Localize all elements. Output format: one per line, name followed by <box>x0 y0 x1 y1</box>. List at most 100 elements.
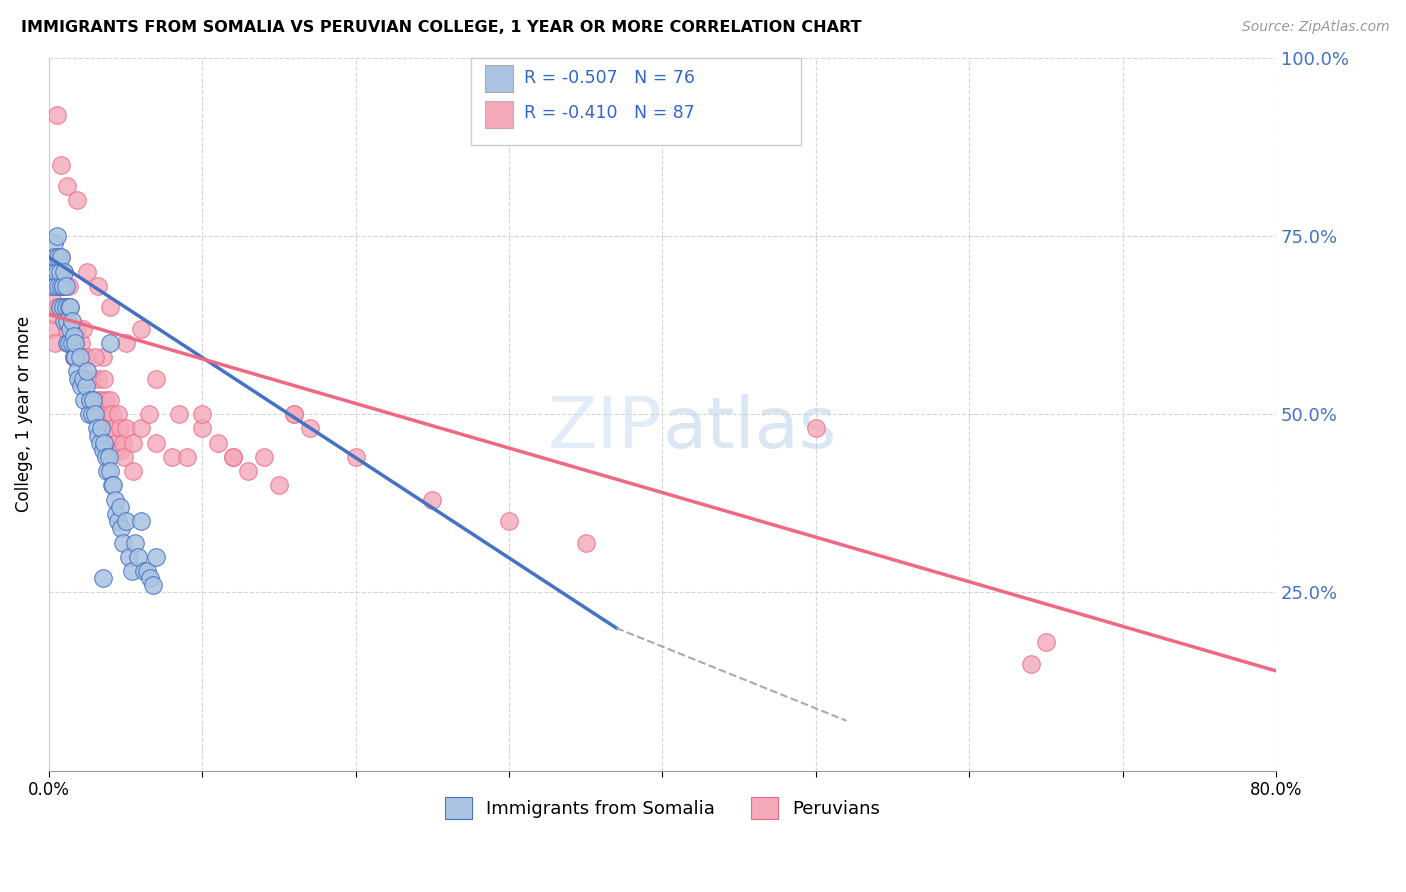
Point <box>101 478 124 492</box>
Point <box>84 407 107 421</box>
Point <box>46 250 69 264</box>
Point <box>53 264 76 278</box>
Point <box>118 549 141 564</box>
Point <box>41 250 63 264</box>
Point <box>87 428 110 442</box>
Point <box>63 335 86 350</box>
Point <box>62 350 84 364</box>
Point <box>112 450 135 464</box>
Point <box>63 335 86 350</box>
Point <box>56 179 79 194</box>
Point <box>77 371 100 385</box>
Point <box>72 371 94 385</box>
Point <box>51 250 73 264</box>
Point <box>79 392 101 407</box>
Point <box>63 350 86 364</box>
Point <box>145 371 167 385</box>
Point <box>101 407 124 421</box>
Point <box>90 392 112 407</box>
Point <box>97 421 120 435</box>
Point <box>222 450 245 464</box>
Point <box>107 514 129 528</box>
Point <box>96 407 118 421</box>
Point <box>82 392 104 407</box>
Point <box>104 442 127 457</box>
Point <box>98 335 121 350</box>
Point <box>191 407 214 421</box>
Point <box>238 464 260 478</box>
Point <box>575 535 598 549</box>
Point <box>122 435 145 450</box>
Point <box>114 335 136 350</box>
Point <box>55 278 77 293</box>
Point <box>103 421 125 435</box>
Point <box>114 514 136 528</box>
Point <box>84 407 107 421</box>
Point <box>104 492 127 507</box>
Point <box>283 407 305 421</box>
Point <box>132 564 155 578</box>
Point <box>89 407 111 421</box>
Point <box>62 328 84 343</box>
Point <box>39 321 62 335</box>
Point <box>73 350 96 364</box>
Point <box>121 564 143 578</box>
Point <box>111 435 134 450</box>
Point <box>91 350 114 364</box>
Point <box>53 314 76 328</box>
Point <box>267 478 290 492</box>
Point <box>51 158 73 172</box>
Point <box>52 278 75 293</box>
Point <box>55 300 77 314</box>
Point <box>67 350 90 364</box>
Point <box>145 435 167 450</box>
Point <box>87 371 110 385</box>
Point <box>42 307 65 321</box>
Point <box>127 549 149 564</box>
Point <box>65 194 87 208</box>
Point <box>90 421 112 435</box>
Point <box>48 264 70 278</box>
Point <box>107 407 129 421</box>
Point <box>498 514 520 528</box>
Point <box>48 300 70 314</box>
Point <box>191 421 214 435</box>
Point <box>97 450 120 464</box>
Point <box>42 235 65 250</box>
Point <box>51 278 73 293</box>
Point <box>145 549 167 564</box>
Text: ZIP: ZIP <box>548 394 662 463</box>
Point <box>139 571 162 585</box>
Point <box>98 464 121 478</box>
Point <box>70 378 93 392</box>
Point <box>80 371 103 385</box>
Point <box>45 108 67 122</box>
Point <box>91 442 114 457</box>
Point <box>105 435 128 450</box>
Point <box>98 392 121 407</box>
Point <box>111 535 134 549</box>
Point <box>110 521 132 535</box>
Point <box>129 421 152 435</box>
Point <box>253 450 276 464</box>
Point <box>58 335 80 350</box>
Point <box>69 350 91 364</box>
Point <box>96 464 118 478</box>
Point <box>48 300 70 314</box>
Point <box>72 321 94 335</box>
Point <box>51 250 73 264</box>
Point <box>82 392 104 407</box>
Point <box>804 421 827 435</box>
Text: R = -0.507   N = 76: R = -0.507 N = 76 <box>524 69 696 87</box>
Point <box>70 335 93 350</box>
Point <box>41 293 63 307</box>
Point <box>138 407 160 421</box>
Point <box>87 278 110 293</box>
Point <box>44 335 66 350</box>
Point <box>110 442 132 457</box>
Point <box>44 250 66 264</box>
Point <box>46 278 69 293</box>
Y-axis label: College, 1 year or more: College, 1 year or more <box>15 316 32 512</box>
Point <box>124 535 146 549</box>
Legend: Immigrants from Somalia, Peruvians: Immigrants from Somalia, Peruvians <box>437 789 887 826</box>
